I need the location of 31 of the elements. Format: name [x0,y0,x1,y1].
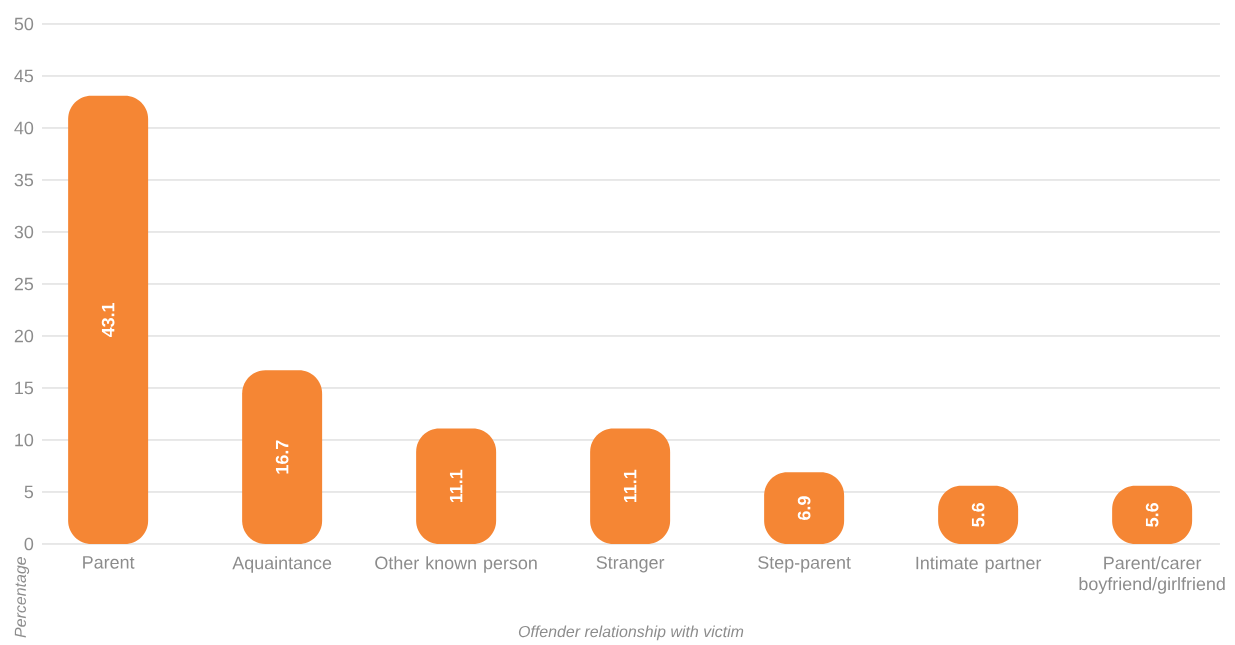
data-label: 43.1 [101,302,115,338]
x-tick-label: Parent [83,556,135,569]
y-tick-label: 30 [14,225,34,239]
x-tick-label: Parent/carer boyfriend/girlfriend [1079,556,1225,594]
y-axis-title: Percentage [14,557,30,638]
data-label: 5.6 [971,503,985,527]
x-axis-title: Offender relationship with victim [518,625,744,641]
bar [416,428,497,544]
bar [590,428,671,544]
y-tick-label: 50 [14,17,34,31]
data-label: 11.1 [623,469,637,503]
y-tick-label: 15 [15,381,34,395]
y-tick-label: 0 [24,537,34,551]
y-tick-label: 5 [24,485,34,499]
x-tick-label: Intimate partner [916,556,1042,573]
x-tick-label: Step-parent [758,556,851,573]
x-tick-label: Aquaintance [232,556,332,573]
y-tick-label: 45 [14,69,34,83]
data-label: 5.6 [1145,503,1159,527]
y-tick-label: 35 [14,173,34,187]
data-label: 16.7 [275,440,289,474]
y-tick-label: 10 [15,433,34,447]
data-label: 6.9 [797,496,811,520]
x-tick-label: Stranger [596,556,665,573]
x-tick-label: Other known person [375,556,537,573]
y-tick-label: 20 [14,329,34,343]
y-tick-label: 25 [14,277,34,291]
bar [68,95,149,544]
data-label: 11.1 [449,469,463,503]
bar [242,370,323,544]
y-tick-label: 40 [14,121,34,135]
